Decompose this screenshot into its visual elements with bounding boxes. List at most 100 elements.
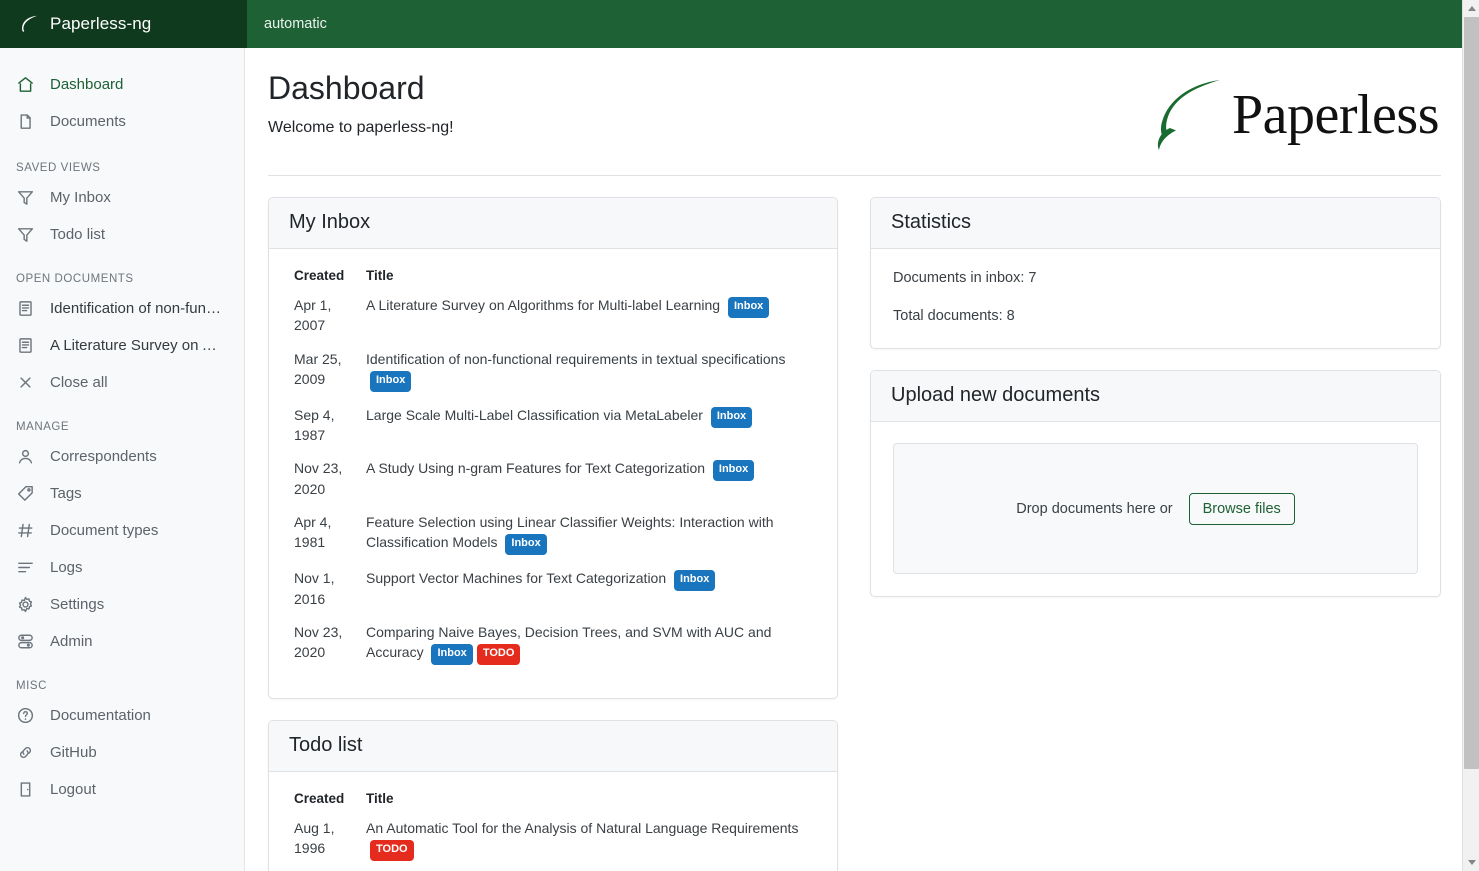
cell-title: An Automatic Tool for the Analysis of Na… bbox=[366, 818, 815, 871]
sidebar-item-admin[interactable]: Admin bbox=[0, 623, 244, 660]
tag-badge[interactable]: TODO bbox=[370, 840, 414, 862]
card-body: Created Title Apr 1, 2007 A Literature Su… bbox=[269, 249, 837, 698]
document-title-link[interactable]: Support Vector Machines for Text Categor… bbox=[366, 570, 671, 587]
sidebar-item-label: Dashboard bbox=[50, 76, 124, 93]
scroll-up-arrow[interactable] bbox=[1463, 0, 1479, 17]
browse-files-button[interactable]: Browse files bbox=[1188, 492, 1295, 525]
hash-icon bbox=[16, 521, 35, 540]
person-icon bbox=[16, 447, 35, 466]
table-row[interactable]: Sep 4, 1987 Large Scale Multi-Label Class… bbox=[294, 405, 815, 459]
tag-badge[interactable]: Inbox bbox=[712, 460, 755, 482]
sidebar-item-my-inbox[interactable]: My Inbox bbox=[0, 179, 244, 216]
table-row[interactable]: Nov 23, 2020 A Study Using n-gram Feature… bbox=[294, 458, 815, 512]
sidebar-item-github[interactable]: GitHub bbox=[0, 734, 244, 771]
card-title: Upload new documents bbox=[891, 384, 1101, 406]
tag-badge[interactable]: Inbox bbox=[505, 534, 547, 556]
navbar-label: automatic bbox=[264, 16, 327, 32]
stat-documents-in-inbox: Documents in inbox: 7 bbox=[893, 270, 1037, 286]
page-subtitle: Welcome to paperless-ng! bbox=[268, 118, 454, 136]
table-row[interactable]: Mar 25, 2009 Identification of non-functi… bbox=[294, 349, 815, 405]
todo-table-body: Aug 1, 1996 An Automatic Tool for the Ana… bbox=[294, 818, 815, 871]
cell-created: Nov 1, 2016 bbox=[294, 570, 335, 607]
sidebar: Dashboard Documents SAVED VIEWS My Inbox Tod… bbox=[0, 48, 245, 871]
card-header: Statistics bbox=[871, 198, 1440, 249]
gear-icon bbox=[16, 595, 35, 614]
card-todo-list: Todo list Created Title Aug 1, 1996 An Au… bbox=[268, 720, 838, 871]
sidebar-item-a-literature-survey-on-algor[interactable]: A Literature Survey on Algori… bbox=[0, 327, 244, 364]
sidebar-item-label: Identification of non-functio… bbox=[50, 300, 226, 317]
dashboard-right-column: Statistics Documents in inbox: 7 Total d… bbox=[870, 197, 1441, 871]
sidebar-item-document-types[interactable]: Document types bbox=[0, 512, 244, 549]
cell-created: Nov 23, 2020 bbox=[294, 623, 343, 661]
sidebar-item-dashboard[interactable]: Dashboard bbox=[0, 66, 244, 103]
page-scrollbar[interactable] bbox=[1462, 0, 1479, 871]
file-dropzone[interactable]: Drop documents here or Browse files bbox=[893, 443, 1418, 574]
sidebar-item-todo-list[interactable]: Todo list bbox=[0, 216, 244, 253]
document-title-link[interactable]: A Study Using n-gram Features for Text C… bbox=[366, 460, 709, 477]
tag-badge[interactable]: Inbox bbox=[674, 570, 716, 592]
tag-badge[interactable]: Inbox bbox=[431, 644, 473, 666]
inbox-table-body: Apr 1, 2007 A Literature Survey on Algori… bbox=[294, 295, 815, 678]
document-title-link[interactable]: A Literature Survey on Algorithms for Mu… bbox=[366, 297, 724, 313]
sidebar-item-settings[interactable]: Settings bbox=[0, 586, 244, 623]
card-header: My Inbox bbox=[269, 198, 837, 249]
scrollbar-thumb[interactable] bbox=[1464, 17, 1479, 769]
cell-created: Aug 1, 1996 bbox=[294, 820, 335, 857]
table-row[interactable]: Apr 1, 2007 A Literature Survey on Algori… bbox=[294, 295, 815, 349]
sidebar-item-tags[interactable]: Tags bbox=[0, 475, 244, 512]
table-header-row: Created Title bbox=[294, 268, 815, 295]
todo-table-head: Created Title bbox=[294, 791, 815, 818]
cell-created: Nov 23, 2020 bbox=[294, 460, 343, 497]
funnel-icon bbox=[16, 188, 35, 207]
todo-table: Created Title Aug 1, 1996 An Automatic To… bbox=[294, 791, 815, 871]
table-row[interactable]: Apr 4, 1981 Feature Selection using Linea… bbox=[294, 512, 815, 568]
sidebar-item-label: My Inbox bbox=[50, 189, 111, 206]
sidebar-item-label: Documentation bbox=[50, 707, 151, 724]
sidebar-item-logout[interactable]: Logout bbox=[0, 771, 244, 808]
table-row[interactable]: Nov 1, 2016 Support Vector Machines for T… bbox=[294, 568, 815, 622]
tag-badge[interactable]: TODO bbox=[476, 644, 521, 666]
sidebar-item-label: Todo list bbox=[50, 226, 106, 243]
table-row[interactable]: Aug 1, 1996 An Automatic Tool for the Ana… bbox=[294, 818, 815, 871]
nav-bar: automatic bbox=[245, 0, 1462, 48]
table-row[interactable]: Nov 23, 2020 Comparing Naive Bayes, Decis… bbox=[294, 622, 815, 678]
sidebar-item-documents[interactable]: Documents bbox=[0, 103, 244, 140]
document-title-link[interactable]: Large Scale Multi-Label Classification v… bbox=[366, 406, 707, 423]
sidebar-item-documentation[interactable]: Documentation bbox=[0, 697, 244, 734]
header-divider bbox=[268, 175, 1441, 176]
sidebar-item-label: Close all bbox=[50, 374, 108, 391]
sidebar-item-label: A Literature Survey on Algori… bbox=[50, 337, 226, 354]
tag-badge[interactable]: Inbox bbox=[370, 370, 412, 392]
cell-title: Support Vector Machines for Text Categor… bbox=[366, 568, 815, 622]
sidebar-section-heading: MISC bbox=[16, 680, 47, 692]
sidebar-item-logs[interactable]: Logs bbox=[0, 549, 244, 586]
card-statistics: Statistics Documents in inbox: 7 Total d… bbox=[870, 197, 1441, 349]
sidebar-item-label: Logout bbox=[50, 781, 96, 798]
page-header: Dashboard Welcome to paperless-ng! Paper… bbox=[268, 70, 1441, 154]
sidebar-item-correspondents[interactable]: Correspondents bbox=[0, 438, 244, 475]
cell-created: Sep 4, 1987 bbox=[294, 406, 335, 444]
sidebar-item-label: Admin bbox=[50, 633, 93, 650]
brand-title: Paperless-ng bbox=[50, 14, 152, 33]
tag-badge[interactable]: Inbox bbox=[710, 406, 753, 428]
card-body: Created Title Aug 1, 1996 An Automatic To… bbox=[269, 772, 837, 871]
sidebar-item-label: Correspondents bbox=[50, 448, 157, 465]
leaf-icon bbox=[18, 13, 40, 35]
sidebar-item-close-all[interactable]: Close all bbox=[0, 364, 244, 401]
document-title-link[interactable]: Feature Selection using Linear Classifie… bbox=[366, 514, 774, 551]
document-title-link[interactable]: Comparing Naive Bayes, Decision Trees, a… bbox=[366, 623, 772, 661]
brand-block[interactable]: Paperless-ng bbox=[0, 0, 245, 48]
sidebar-item-identification-of-non-functi[interactable]: Identification of non-functio… bbox=[0, 290, 244, 327]
paperless-wordmark: Paperless bbox=[1231, 84, 1440, 146]
scroll-down-arrow[interactable] bbox=[1463, 854, 1479, 871]
tag-badge[interactable]: Inbox bbox=[727, 297, 770, 318]
inbox-table-head: Created Title bbox=[294, 268, 815, 295]
column-header-title: Title bbox=[366, 791, 394, 807]
cell-title: Comparing Naive Bayes, Decision Trees, a… bbox=[366, 622, 815, 678]
column-header-title: Title bbox=[366, 268, 394, 283]
document-title-link[interactable]: An Automatic Tool for the Analysis of Na… bbox=[366, 820, 799, 837]
main-content: Dashboard Welcome to paperless-ng! Paper… bbox=[245, 48, 1462, 871]
paperless-leaf-icon bbox=[1152, 76, 1224, 154]
document-title-link[interactable]: Identification of non-functional require… bbox=[366, 350, 786, 367]
